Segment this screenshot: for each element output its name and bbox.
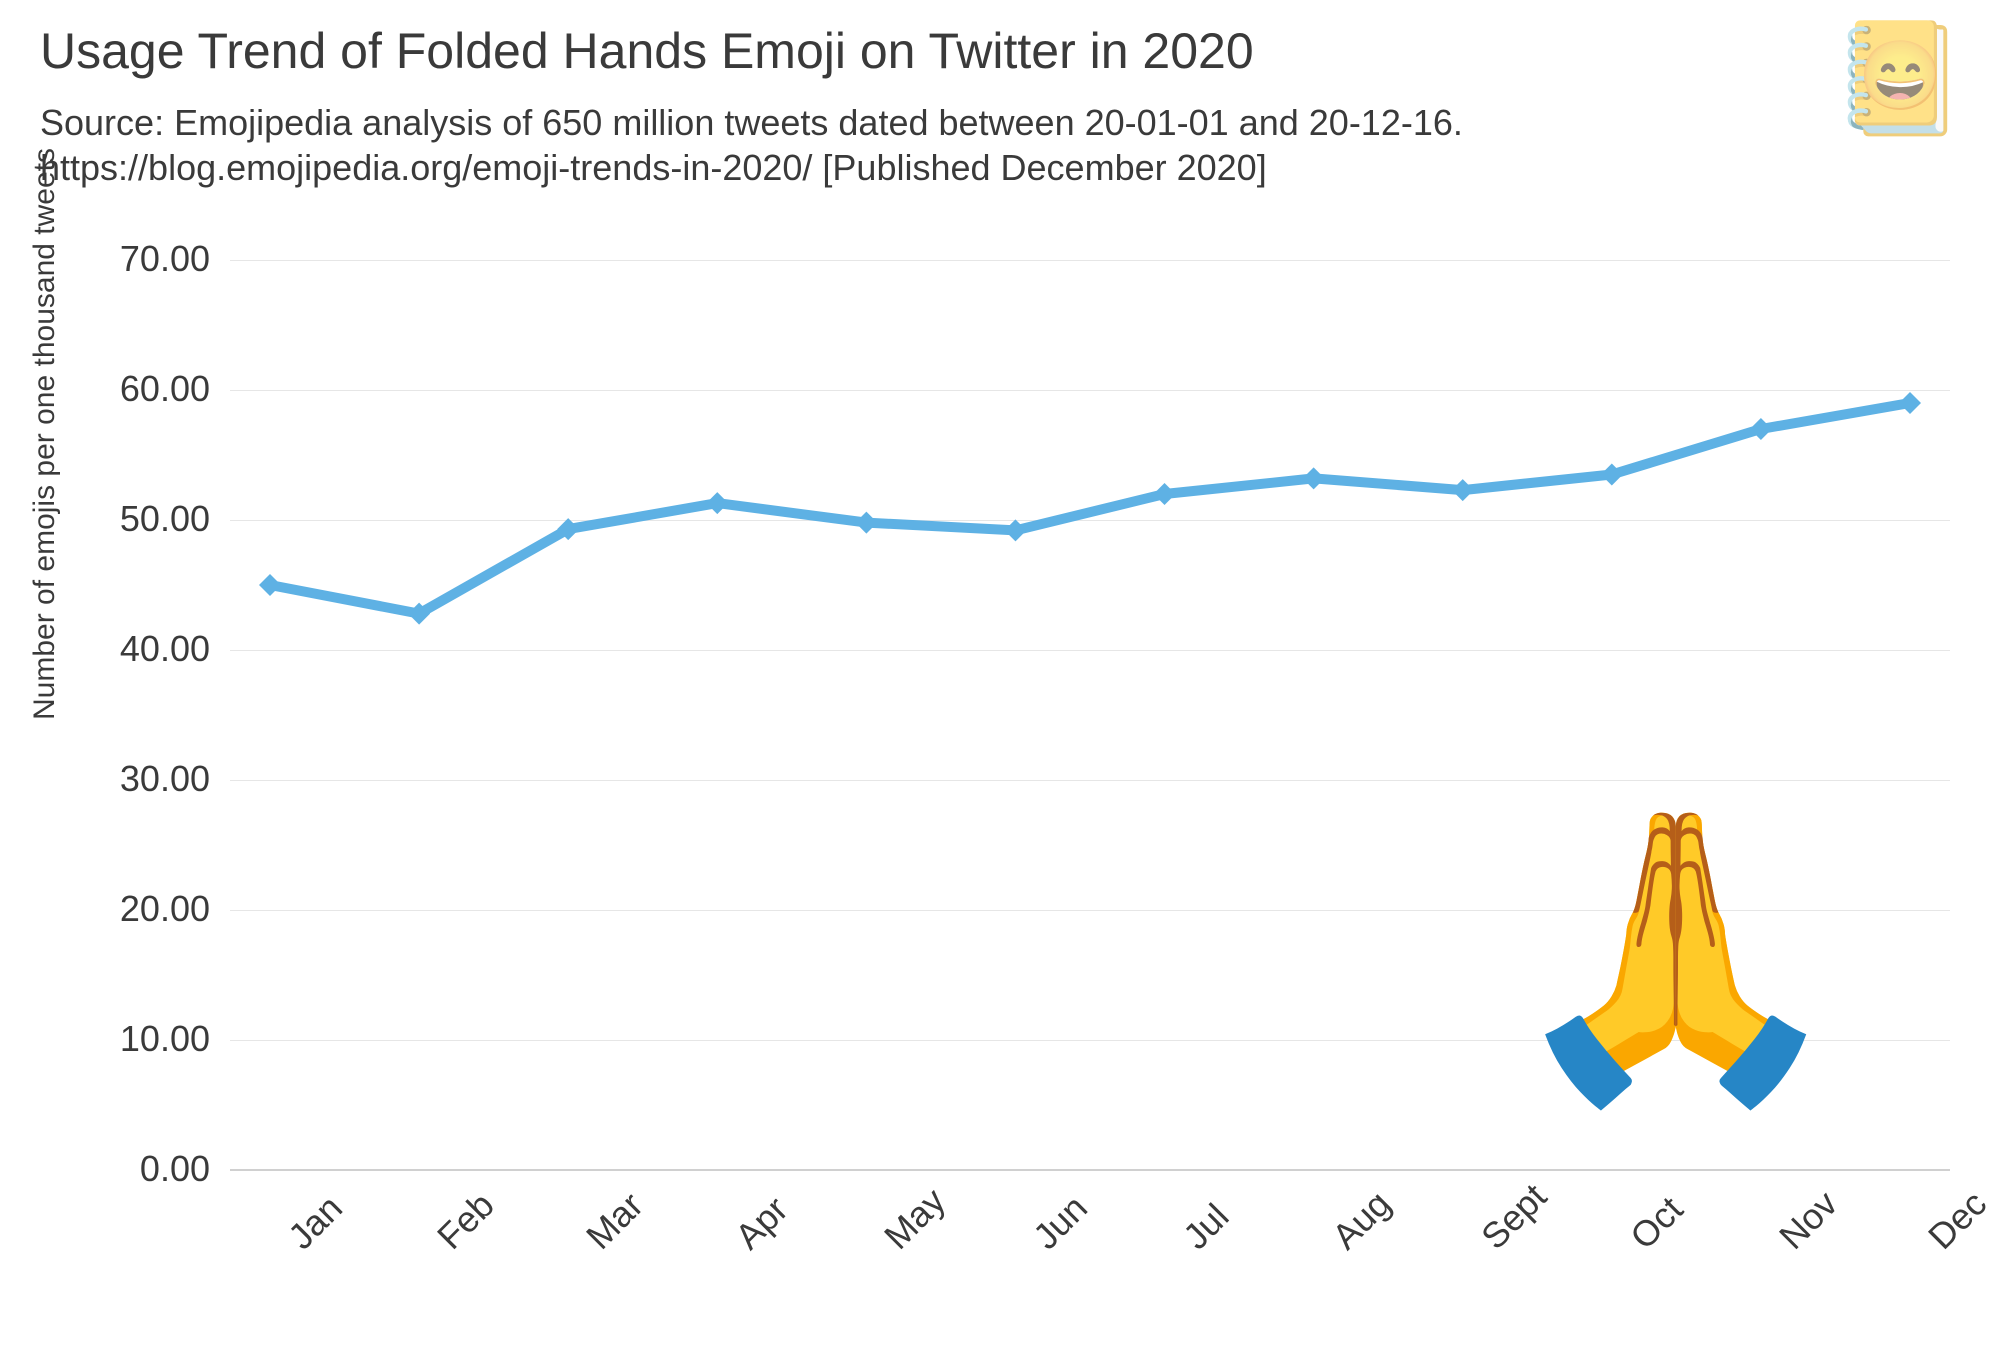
x-tick-label: Jul bbox=[1175, 1195, 1237, 1257]
x-tick-label: Mar bbox=[578, 1184, 652, 1258]
x-tick-label: Dec bbox=[1920, 1183, 1995, 1258]
x-tick-label: Aug bbox=[1324, 1183, 1399, 1258]
x-tick-label: Apr bbox=[727, 1188, 796, 1257]
x-tick-label: Oct bbox=[1622, 1188, 1691, 1257]
x-tick-label: Feb bbox=[429, 1184, 503, 1258]
folded-hands-icon: 🙏 bbox=[1501, 816, 1850, 1096]
x-tick-label: Sept bbox=[1473, 1176, 1555, 1258]
page: Usage Trend of Folded Hands Emoji on Twi… bbox=[0, 0, 2000, 1371]
x-tick-label: Nov bbox=[1771, 1183, 1846, 1258]
x-tick-label: Jan bbox=[280, 1187, 351, 1258]
x-ticks: Jan Feb Mar Apr May Jun Jul Aug Sept Oct Nov Dec bbox=[0, 0, 2000, 1371]
x-tick-label: Jun bbox=[1025, 1187, 1096, 1258]
x-tick-label: May bbox=[876, 1180, 954, 1258]
